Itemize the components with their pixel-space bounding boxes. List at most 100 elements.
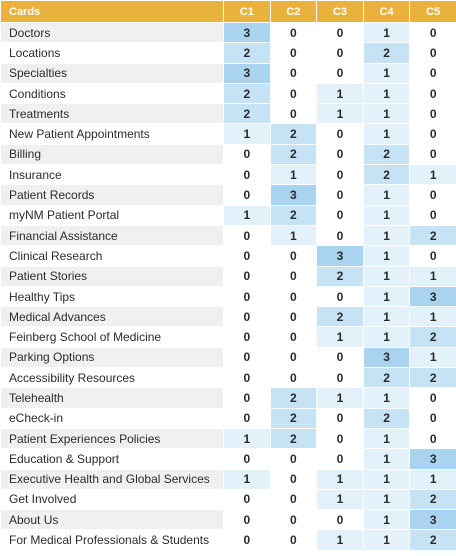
count-cell: 1 (316, 326, 364, 348)
count-cell: 0 (409, 184, 456, 206)
count-cell: 2 (409, 529, 456, 551)
table-row: Treatments 2 0 1 1 0 (0, 103, 456, 125)
card-label: Telehealth (0, 387, 224, 409)
matrix-body: Doctors 3 0 0 1 0 Locations 2 0 0 2 0 Specialties 3 0 0… (0, 22, 456, 551)
count-cell: 3 (362, 347, 411, 369)
card-label: Healthy Tips (0, 286, 224, 308)
card-label: Executive Health and Global Services (0, 469, 224, 490)
count-cell: 3 (223, 63, 271, 84)
count-cell: 1 (362, 306, 411, 328)
count-cell: 1 (409, 266, 456, 287)
count-cell: 0 (223, 326, 271, 348)
count-cell: 0 (269, 245, 318, 267)
table-row: Locations 2 0 0 2 0 (0, 42, 456, 64)
count-cell: 0 (316, 448, 364, 470)
count-cell: 1 (362, 428, 411, 450)
table-row: Patient Stories 0 0 2 1 1 (0, 266, 456, 287)
table-row: Patient Experiences Policies 1 2 0 1 0 (0, 428, 456, 450)
count-cell: 0 (223, 387, 271, 409)
count-cell: 2 (362, 367, 411, 389)
count-cell: 2 (316, 266, 364, 287)
count-cell: 0 (269, 509, 318, 531)
count-cell: 0 (409, 144, 456, 166)
table-row: For Medical Professionals & Students 0 0 1 1… (0, 529, 456, 551)
count-cell: 0 (223, 245, 271, 267)
card-label: Medical Advances (0, 306, 224, 328)
count-cell: 0 (223, 184, 271, 206)
count-cell: 2 (362, 408, 411, 429)
count-cell: 0 (409, 205, 456, 226)
card-label: Conditions (0, 83, 224, 105)
count-cell: 0 (409, 428, 456, 450)
count-cell: 0 (409, 123, 456, 145)
card-label: Patient Experiences Policies (0, 428, 224, 450)
count-cell: 0 (316, 408, 364, 429)
count-cell: 1 (362, 83, 411, 105)
count-cell: 2 (362, 42, 411, 64)
count-cell: 0 (223, 286, 271, 308)
count-cell: 2 (269, 144, 318, 166)
table-row: About Us 0 0 0 1 3 (0, 509, 456, 531)
count-cell: 2 (269, 205, 318, 226)
card-label: Accessibility Resources (0, 367, 224, 389)
count-cell: 0 (316, 22, 364, 44)
count-cell: 0 (269, 529, 318, 551)
table-row: Clinical Research 0 0 3 1 0 (0, 245, 456, 267)
table-row: New Patient Appointments 1 2 0 1 0 (0, 123, 456, 145)
count-cell: 0 (409, 22, 456, 44)
count-cell: 0 (316, 367, 364, 389)
count-cell: 0 (316, 286, 364, 308)
table-row: Conditions 2 0 1 1 0 (0, 83, 456, 105)
count-cell: 2 (409, 367, 456, 389)
count-cell: 0 (223, 489, 271, 511)
card-label: Get Involved (0, 489, 224, 511)
count-cell: 0 (409, 63, 456, 84)
header-c2: C2 (269, 0, 318, 23)
count-cell: 1 (409, 347, 456, 369)
count-cell: 0 (269, 367, 318, 389)
count-cell: 3 (269, 184, 318, 206)
count-cell: 0 (223, 225, 271, 247)
count-cell: 1 (362, 266, 411, 287)
count-cell: 1 (362, 326, 411, 348)
count-cell: 0 (269, 347, 318, 369)
count-cell: 0 (316, 42, 364, 64)
card-label: Insurance (0, 164, 224, 186)
count-cell: 1 (362, 509, 411, 531)
count-cell: 0 (316, 225, 364, 247)
table-row: Patient Records 0 3 0 1 0 (0, 184, 456, 206)
count-cell: 0 (316, 428, 364, 450)
count-cell: 0 (316, 164, 364, 186)
table-row: Accessibility Resources 0 0 0 2 2 (0, 367, 456, 389)
count-cell: 0 (223, 164, 271, 186)
count-cell: 0 (269, 266, 318, 287)
count-cell: 1 (316, 83, 364, 105)
count-cell: 1 (223, 469, 271, 490)
count-cell: 0 (223, 509, 271, 531)
count-cell: 1 (223, 205, 271, 226)
card-label: For Medical Professionals & Students (0, 529, 224, 551)
table-row: Telehealth 0 2 1 1 0 (0, 387, 456, 409)
count-cell: 0 (269, 469, 318, 490)
count-cell: 1 (223, 123, 271, 145)
header-c3: C3 (316, 0, 364, 23)
count-cell: 3 (409, 448, 456, 470)
count-cell: 1 (362, 245, 411, 267)
count-cell: 1 (316, 103, 364, 125)
count-cell: 0 (269, 286, 318, 308)
count-cell: 0 (269, 448, 318, 470)
header-row: Cards C1 C2 C3 C4 C5 (0, 0, 456, 23)
table-row: Parking Options 0 0 0 3 1 (0, 347, 456, 369)
card-label: Patient Stories (0, 266, 224, 287)
count-cell: 0 (269, 103, 318, 125)
count-cell: 3 (223, 22, 271, 44)
card-label: Clinical Research (0, 245, 224, 267)
table-row: Billing 0 2 0 2 0 (0, 144, 456, 166)
count-cell: 1 (362, 469, 411, 490)
count-cell: 1 (316, 529, 364, 551)
count-cell: 0 (223, 529, 271, 551)
count-cell: 2 (409, 326, 456, 348)
count-cell: 1 (409, 164, 456, 186)
count-cell: 2 (269, 387, 318, 409)
count-cell: 1 (362, 387, 411, 409)
